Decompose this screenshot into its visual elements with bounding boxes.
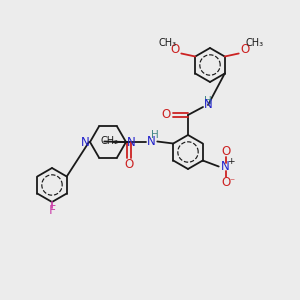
Text: +: + (227, 157, 235, 166)
Text: H: H (204, 96, 212, 106)
Text: F: F (48, 205, 56, 218)
Text: O: O (221, 176, 230, 189)
Text: CH₂: CH₂ (100, 136, 118, 146)
Text: ⁻: ⁻ (229, 178, 234, 188)
Text: H: H (152, 130, 159, 140)
Text: N: N (127, 136, 135, 148)
Text: CH₃: CH₃ (158, 38, 176, 49)
Text: O: O (161, 109, 171, 122)
Text: N: N (204, 98, 212, 112)
Text: CH₃: CH₃ (246, 38, 264, 49)
Text: N: N (147, 135, 156, 148)
Text: O: O (171, 43, 180, 56)
Text: O: O (125, 158, 134, 171)
Text: N: N (81, 136, 89, 148)
Text: O: O (240, 43, 249, 56)
Text: O: O (221, 145, 230, 158)
Text: N: N (221, 160, 230, 173)
